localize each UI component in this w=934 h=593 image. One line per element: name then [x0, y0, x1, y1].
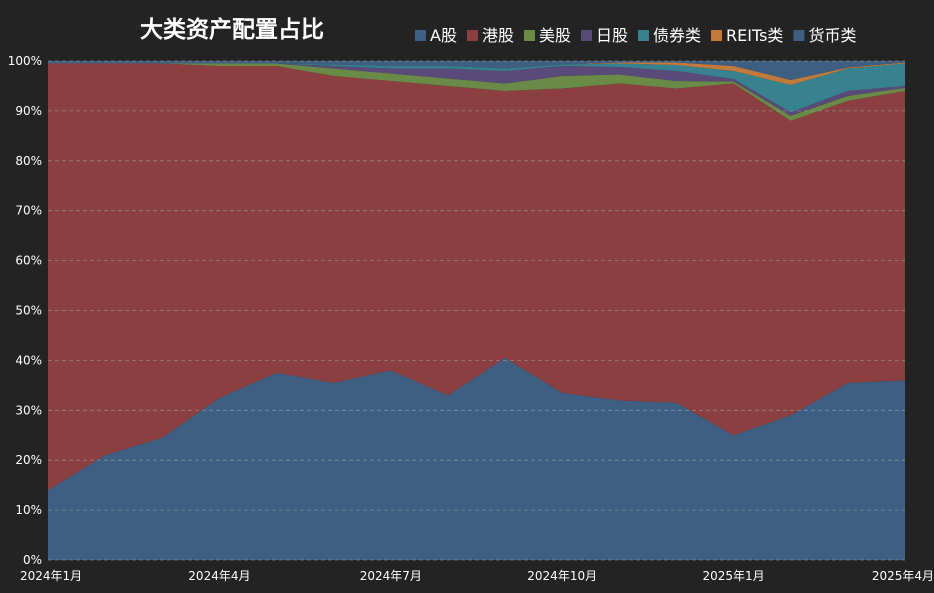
x-tick-label: 2024年10月	[527, 569, 597, 583]
legend-swatch	[523, 30, 535, 41]
x-tick-label: 2025年1月	[703, 569, 765, 583]
y-tick-label: 100%	[8, 54, 42, 68]
legend-swatch	[638, 30, 649, 41]
chart-title: 大类资产配置占比	[140, 16, 324, 43]
x-tick-label: 2024年7月	[360, 569, 422, 583]
y-tick-label: 40%	[15, 353, 42, 367]
legend-swatch	[466, 30, 478, 41]
x-tick-label: 2024年1月	[20, 569, 82, 583]
legend-item[interactable]: 日股	[580, 26, 628, 45]
x-tick-label: 2024年4月	[188, 569, 250, 583]
legend-item[interactable]: 美股	[523, 26, 571, 45]
legend-label: 货币类	[808, 26, 856, 45]
legend-item[interactable]: 货币类	[793, 26, 856, 45]
legend-swatch	[711, 30, 723, 41]
x-axis: 2024年1月 2024年4月 2024年7月 2024年10月 2025年1月 2025…	[20, 569, 934, 583]
legend-item[interactable]: REITs类	[711, 26, 783, 45]
y-tick-label: 0%	[23, 553, 42, 567]
legend-label: 港股	[482, 26, 514, 45]
y-tick-label: 90%	[15, 104, 42, 118]
gridlines	[48, 60, 905, 561]
legend-item[interactable]: 港股	[466, 26, 514, 45]
y-axis: 0% 10% 20% 30% 40% 50% 60% 70% 80% 90% 100%	[8, 54, 42, 567]
legend-label: 债券类	[653, 26, 701, 45]
legend-label: A股	[430, 26, 457, 45]
legend-item[interactable]: A股	[415, 26, 457, 45]
area-series-7	[48, 61, 905, 80]
stacked-areas	[48, 61, 905, 560]
y-tick-label: 50%	[15, 304, 42, 318]
y-tick-label: 60%	[15, 254, 42, 268]
legend-item[interactable]: 债券类	[638, 26, 701, 45]
legend-label: REITs类	[726, 26, 783, 45]
y-tick-label: 30%	[15, 403, 42, 417]
y-tick-label: 10%	[15, 503, 42, 517]
area-series-1	[48, 357, 905, 560]
y-tick-label: 80%	[15, 154, 42, 168]
x-tick-label: 2025年4月	[872, 569, 934, 583]
area-series-4	[48, 63, 905, 116]
y-tick-label: 70%	[15, 204, 42, 218]
legend: A股 港股 美股 日股 债券类 REITs类 货币类	[415, 26, 856, 45]
legend-swatch	[580, 30, 592, 41]
legend-label: 美股	[539, 26, 571, 45]
legend-swatch	[415, 30, 426, 41]
legend-swatch	[793, 30, 805, 41]
legend-label: 日股	[596, 26, 628, 45]
area-series-2	[48, 63, 905, 491]
y-tick-label: 20%	[15, 453, 42, 467]
